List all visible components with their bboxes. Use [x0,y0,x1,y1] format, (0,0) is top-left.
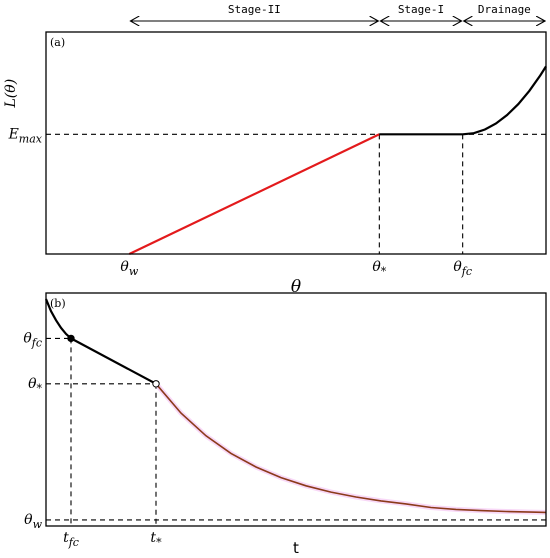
panel-a-label: (a) [50,36,65,49]
panel-b: (b) θfc θ* θw tfc t* t [23,292,547,557]
panel-a-series-0 [128,133,380,255]
panel-a-ylabel: L(θ) [3,79,19,109]
panel-a-xtick-theta_fc: θfc [453,259,472,278]
panel-b-ytick-theta_fc: θfc [23,330,42,349]
panel-b-series-0 [44,298,72,340]
panel-b-xtick-t_star: t* [150,530,162,549]
panel-b-xlabel: t [293,539,299,557]
panel-a-ytick-emax: Emax [8,126,43,145]
stage-label-2: Drainage [478,3,531,16]
panel-b-marker-1 [152,380,160,388]
recession-curve-halo [154,382,547,515]
stage-label-1: Stage-I [398,3,444,16]
panel-a-xtick-theta_w: θw [120,259,138,278]
panel-b-ytick-theta_w: θw [24,512,42,531]
stage-annotations: Stage-II Stage-I Drainage [130,3,545,21]
panel-a-series-2 [462,65,547,136]
panel-b-frame [45,292,547,527]
stage-label-0: Stage-II [228,3,281,16]
panel-b-xtick-t_fc: tfc [63,530,79,549]
panel-b-label: (b) [50,297,66,310]
panel-b-series-1 [70,337,157,385]
panel-b-ytick-theta_star: θ* [28,376,42,395]
panel-a-xlabel: θ [291,277,301,297]
panel-b-series-2 [155,383,547,514]
panel-a: (a) θw θ* θfc Emax θ L(θ) [3,31,547,297]
panel-a-xtick-theta_star: θ* [372,259,386,278]
panel-a-frame [45,31,547,255]
panel-b-marker-0 [67,334,75,343]
